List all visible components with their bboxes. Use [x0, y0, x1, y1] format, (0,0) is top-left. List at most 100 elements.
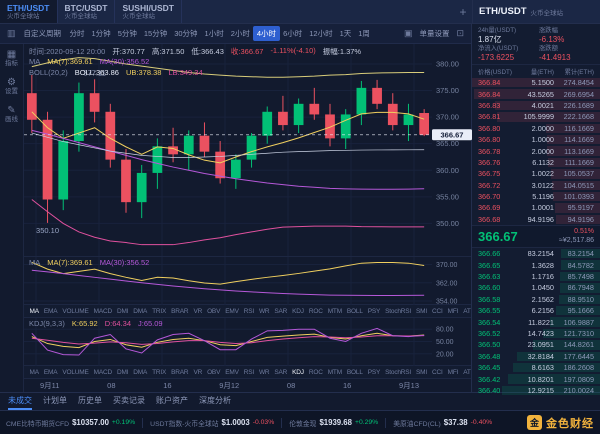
- indicator-tab-atr[interactable]: ATR: [463, 368, 471, 376]
- indicator-tab-boll[interactable]: BOLL: [346, 368, 363, 376]
- indicator-tab-ema[interactable]: EMA: [43, 368, 58, 376]
- indicator-tab-emv[interactable]: EMV: [225, 307, 239, 315]
- ticker-tab[interactable]: SUSHI/USDT 火币全球站: [115, 0, 182, 23]
- indicator-tab-macd[interactable]: MACD: [93, 307, 113, 315]
- indicator-tab-stochrsi[interactable]: StochRSI: [385, 307, 412, 315]
- indicator-tab-cci[interactable]: CCI: [432, 368, 443, 376]
- indicator-tab-kdj[interactable]: KDJ: [292, 368, 304, 376]
- timeframe-button[interactable]: 1分钟: [91, 29, 111, 38]
- indicator-tab-mtm[interactable]: MTM: [327, 368, 342, 376]
- brand-logo[interactable]: 金 金色财经: [527, 415, 594, 431]
- candle-style-icon[interactable]: ▥: [7, 28, 16, 38]
- bid-row[interactable]: 366.63 1.1716 85.7498: [472, 271, 600, 282]
- candlestick-chart[interactable]: 380.00 375.00 370.00 365.00 360.00 355.00 350.…: [24, 44, 472, 256]
- indicator-tab-rsi[interactable]: RSI: [243, 368, 254, 376]
- bid-row[interactable]: 366.45 8.6163 186.2608: [472, 362, 600, 373]
- indicator-tab-sar[interactable]: SAR: [274, 368, 288, 376]
- indicator-tab-wr[interactable]: WR: [258, 368, 270, 376]
- bid-row[interactable]: 366.40 12.9215 210.0024: [472, 385, 600, 396]
- footer-tab[interactable]: 深度分析: [199, 396, 231, 405]
- indicator-tab-vr[interactable]: VR: [193, 307, 203, 315]
- ask-row[interactable]: 366.80 2.0000 116.1669: [472, 123, 600, 134]
- custom-period-button[interactable]: 自定义周期: [23, 29, 62, 38]
- indicator-tab-kdj[interactable]: KDJ: [292, 307, 304, 315]
- indicator-tab-obv[interactable]: OBV: [207, 307, 221, 315]
- indicator-tab-smi[interactable]: SMI: [416, 307, 427, 315]
- indicator-tab-mfi[interactable]: MFI: [447, 307, 459, 315]
- indicator-tab-atr[interactable]: ATR: [463, 307, 471, 315]
- indicator-tab-smi[interactable]: SMI: [416, 368, 427, 376]
- bid-row[interactable]: 366.55 6.2156 95.1666: [472, 305, 600, 316]
- ask-row[interactable]: 366.70 5.1196 101.0393: [472, 191, 600, 202]
- timeframe-button[interactable]: 12小时: [309, 29, 333, 38]
- timeframe-button[interactable]: 分时: [69, 29, 85, 38]
- kdj-indicator-chart[interactable]: 80.00 50.00 20.00: [24, 318, 472, 366]
- ma-indicator-pane[interactable]: MA MA(7):369.61 MA(30):356.52 370.00 362.00…: [24, 256, 472, 305]
- ask-row[interactable]: 366.80 1.0000 114.1669: [472, 134, 600, 145]
- ticker-tab[interactable]: ETH/USDT 火币全球站: [0, 0, 58, 23]
- time-axis[interactable]: 9月11 08 16 9月12 08 16 9月13: [24, 378, 471, 392]
- indicator-tab-sar[interactable]: SAR: [274, 307, 288, 315]
- add-ticker-button[interactable]: +: [454, 0, 472, 23]
- indicator-tab-ema[interactable]: EMA: [43, 307, 58, 315]
- timeframe-button[interactable]: 1周: [358, 29, 370, 38]
- footer-tab[interactable]: 账户资产: [156, 396, 188, 405]
- ask-row[interactable]: 366.84 43.5265 269.6954: [472, 88, 600, 99]
- indicator-tab-roc[interactable]: ROC: [308, 307, 323, 315]
- indicator-tab-dma[interactable]: DMA: [133, 368, 148, 376]
- bid-row[interactable]: 366.65 1.3628 84.5782: [472, 259, 600, 270]
- bid-row[interactable]: 366.66 83.2154 83.2154: [472, 248, 600, 259]
- footer-ticker[interactable]: 美原油CFD(CL) $37.38 -0.40%: [393, 418, 492, 428]
- fullscreen-icon[interactable]: ⊡: [456, 28, 464, 38]
- side-tool-grid[interactable]: ▦ 指标: [5, 49, 18, 68]
- ask-row[interactable]: 366.81 105.9999 222.1668: [472, 111, 600, 122]
- indicator-tab-stochrsi[interactable]: StochRSI: [385, 368, 412, 376]
- footer-ticker[interactable]: USDT指数-火币全球站 $1.0003 -0.03%: [150, 418, 274, 428]
- indicator-tab-macd[interactable]: MACD: [93, 368, 113, 376]
- timeframe-button[interactable]: 6小时: [283, 29, 303, 38]
- ask-row[interactable]: 366.72 3.0122 104.0515: [472, 180, 600, 191]
- footer-tab[interactable]: 计划单: [43, 396, 67, 405]
- indicator-tab-volume[interactable]: VOLUME: [62, 368, 89, 376]
- kdj-indicator-pane[interactable]: KDJ(9,3,3) K:65.92 D:64.34 J:65.09 80.00 50.…: [24, 317, 472, 366]
- indicator-tab-trix[interactable]: TRIX: [152, 368, 167, 376]
- footer-tab[interactable]: 未成交: [8, 393, 32, 410]
- indicator-tab-vr[interactable]: VR: [193, 368, 203, 376]
- timeframe-button[interactable]: 30分钟: [174, 29, 198, 38]
- indicator-tab-psy[interactable]: PSY: [367, 368, 381, 376]
- side-tool-gear[interactable]: ⚙ 设置: [5, 77, 18, 96]
- bid-row[interactable]: 366.48 32.8184 177.6445: [472, 351, 600, 362]
- ask-row[interactable]: 366.84 5.1500 274.8454: [472, 77, 600, 88]
- indicator-tab-roc[interactable]: ROC: [308, 368, 323, 376]
- bid-row[interactable]: 366.50 23.0951 144.8261: [472, 339, 600, 350]
- timeframe-button[interactable]: 2小时: [230, 29, 250, 38]
- ask-row[interactable]: 366.83 4.0021 226.1689: [472, 100, 600, 111]
- indicator-tab-brar[interactable]: BRAR: [171, 307, 189, 315]
- indicator-tab-rsi[interactable]: RSI: [243, 307, 254, 315]
- footer-tab[interactable]: 历史单: [78, 396, 102, 405]
- indicator-tab-trix[interactable]: TRIX: [152, 307, 167, 315]
- indicator-tab-ma[interactable]: MA: [29, 368, 40, 376]
- last-price-row[interactable]: 366.67 0.51% ≈¥2,517.86: [472, 225, 600, 249]
- candlestick-pane[interactable]: 时间:2020-09-12 20:00 开:370.77 高:371.50 低:366…: [24, 44, 472, 256]
- indicator-tab-volume[interactable]: VOLUME: [62, 307, 89, 315]
- ticker-tab[interactable]: BTC/USDT 火币全球站: [58, 0, 116, 23]
- indicator-tab-dma[interactable]: DMA: [133, 307, 148, 315]
- volume-settings-button[interactable]: 单量设置: [419, 29, 450, 38]
- ask-row[interactable]: 366.75 1.0022 105.0537: [472, 168, 600, 179]
- indicator-tab-emv[interactable]: EMV: [225, 368, 239, 376]
- indicator-tab-boll[interactable]: BOLL: [346, 307, 363, 315]
- footer-tab[interactable]: 买卖记录: [113, 396, 145, 405]
- indicator-tab-brar[interactable]: BRAR: [171, 368, 189, 376]
- indicator-tab-ma[interactable]: MA: [29, 307, 40, 315]
- bid-row[interactable]: 366.54 11.8221 106.9887: [472, 316, 600, 327]
- ask-row[interactable]: 366.69 1.0001 95.9197: [472, 202, 600, 213]
- ask-row[interactable]: 366.78 2.0000 113.1669: [472, 145, 600, 156]
- indicator-tab-cci[interactable]: CCI: [432, 307, 443, 315]
- indicator-tab-psy[interactable]: PSY: [367, 307, 381, 315]
- ma-indicator-chart[interactable]: 370.00 362.00 354.00: [24, 257, 472, 305]
- indicator-tab-mtm[interactable]: MTM: [327, 307, 342, 315]
- timeframe-button[interactable]: 5分钟: [117, 29, 137, 38]
- timeframe-button[interactable]: 1天: [339, 29, 352, 38]
- ask-row[interactable]: 366.76 6.1132 111.1669: [472, 157, 600, 168]
